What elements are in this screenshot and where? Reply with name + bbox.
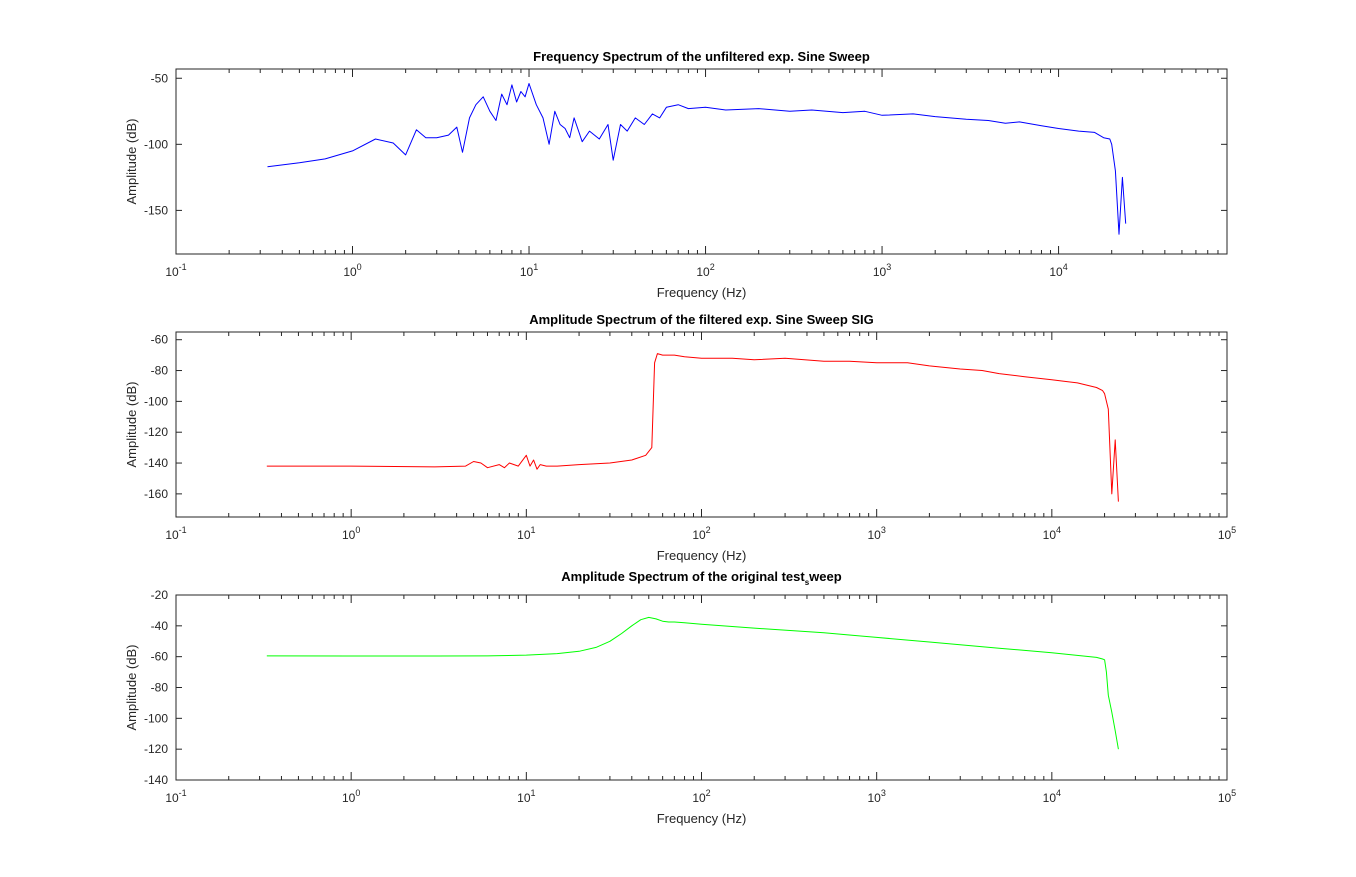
y-tick-label: -50 [151, 71, 169, 85]
x-tick-label: 103 [873, 262, 891, 279]
x-tick-label: 101 [517, 525, 535, 542]
subplot-1: Frequency Spectrum of the unfiltered exp… [124, 49, 1228, 300]
x-tick-label: 104 [1043, 525, 1061, 542]
plot-area-2 [175, 331, 1228, 518]
subplot-2: Amplitude Spectrum of the filtered exp. … [124, 312, 1236, 563]
y-axis-1: -50 -100 -150 [144, 71, 1227, 217]
y-tick-label: -120 [144, 742, 168, 756]
x-tick-label: 104 [1049, 262, 1067, 279]
y-tick-label: -120 [144, 425, 168, 439]
y-axis-3: -20 -40 -60 -80 -100 -120 -140 [144, 588, 1227, 787]
x-tick-label: 10-1 [165, 788, 186, 805]
series-group-3 [266, 616, 1119, 750]
y-tick-label: -80 [151, 681, 169, 695]
x-axis-label-3: Frequency (Hz) [657, 811, 747, 826]
y-tick-label: -100 [144, 711, 168, 725]
series-group-2 [266, 353, 1119, 502]
y-tick-label: -100 [144, 137, 168, 151]
series-line [266, 616, 1119, 750]
x-tick-label: 102 [692, 525, 710, 542]
x-tick-label: 103 [867, 525, 885, 542]
x-axis-label-2: Frequency (Hz) [657, 548, 747, 563]
y-axis-label-3: Amplitude (dB) [124, 645, 139, 731]
x-tick-label: 10-1 [165, 525, 186, 542]
y-axis-label-1: Amplitude (dB) [124, 119, 139, 205]
x-tick-label: 105 [1218, 788, 1236, 805]
y-tick-label: -80 [151, 364, 169, 378]
chart-title-2: Amplitude Spectrum of the filtered exp. … [529, 312, 874, 327]
x-tick-label: 101 [520, 262, 538, 279]
y-tick-label: -60 [151, 650, 169, 664]
x-tick-label: 100 [342, 525, 360, 542]
y-tick-label: -150 [144, 203, 168, 217]
series-group-1 [267, 83, 1127, 235]
x-tick-label: 102 [696, 262, 714, 279]
chart-title-1: Frequency Spectrum of the unfiltered exp… [533, 49, 870, 64]
y-tick-label: -160 [144, 487, 168, 501]
chart-title-3: Amplitude Spectrum of the original tests… [561, 569, 841, 587]
y-tick-label: -60 [151, 333, 169, 347]
y-tick-label: -20 [151, 588, 169, 602]
y-tick-label: -140 [144, 773, 168, 787]
series-line [266, 353, 1119, 502]
subplot-3: Amplitude Spectrum of the original tests… [124, 569, 1236, 826]
x-axis-3: 10-1 100 101 102 103 104 105 [165, 595, 1236, 805]
y-tick-label: -140 [144, 456, 168, 470]
y-tick-label: -40 [151, 619, 169, 633]
x-axis-label-1: Frequency (Hz) [657, 285, 747, 300]
series-line [267, 83, 1127, 235]
x-tick-label: 105 [1218, 525, 1236, 542]
plot-area-3 [175, 594, 1228, 781]
x-axis-2: 10-1 100 101 102 103 104 105 [165, 332, 1236, 542]
x-tick-label: 103 [867, 788, 885, 805]
plot-area-1 [175, 68, 1228, 255]
x-tick-label: 100 [342, 788, 360, 805]
x-tick-label: 104 [1043, 788, 1061, 805]
x-tick-label: 100 [343, 262, 361, 279]
x-tick-label: 101 [517, 788, 535, 805]
x-tick-label: 102 [692, 788, 710, 805]
y-tick-label: -100 [144, 394, 168, 408]
y-axis-label-2: Amplitude (dB) [124, 382, 139, 468]
x-axis-1: 10-1 100 101 102 103 104 [165, 69, 1228, 279]
y-axis-2: -60 -80 -100 -120 -140 -160 [144, 333, 1227, 501]
x-tick-label: 10-1 [165, 262, 186, 279]
